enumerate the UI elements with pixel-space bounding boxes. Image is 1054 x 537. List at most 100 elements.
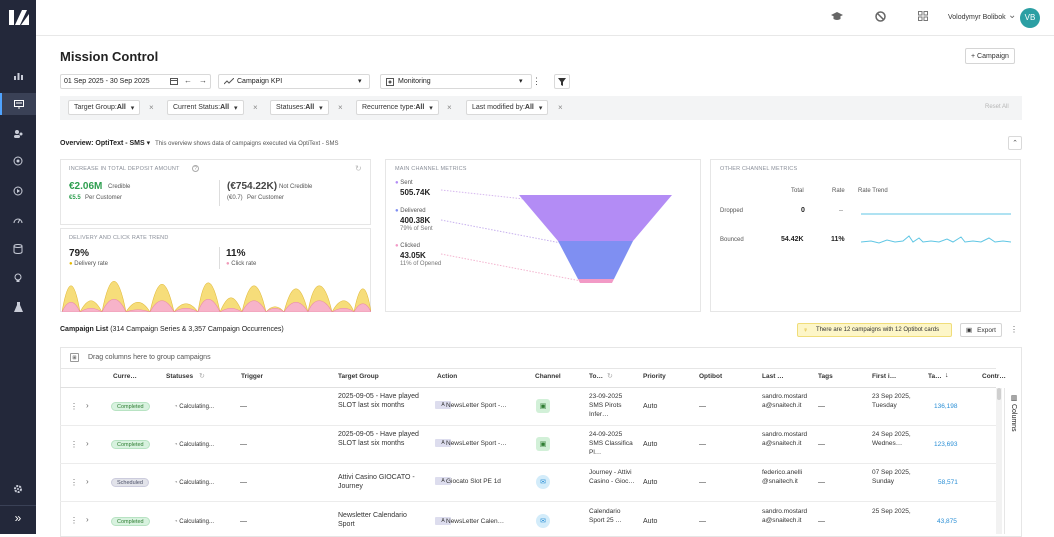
reset-all-link[interactable]: Reset All: [985, 104, 1009, 110]
col-control[interactable]: Contr…: [982, 373, 1006, 380]
refresh-icon[interactable]: ↻: [607, 373, 613, 380]
other-channel-metrics-card: OTHER CHANNEL METRICS Total Rate Rate Tr…: [710, 159, 1021, 312]
target-count-link[interactable]: 123,693: [934, 441, 958, 448]
target-count-link[interactable]: 58,571: [938, 479, 958, 486]
col-to[interactable]: To…: [589, 373, 603, 380]
expand-row-icon[interactable]: ›: [86, 401, 89, 410]
tags-cell: —: [818, 403, 825, 410]
chevron-down-icon[interactable]: ▾: [146, 140, 151, 147]
top-bar: Volodymyr Bolibok ⌄: [36, 0, 1054, 36]
col-tags[interactable]: Tags: [818, 373, 833, 380]
table-scrollbar[interactable]: [996, 388, 1002, 534]
col-target[interactable]: Ta…: [928, 373, 942, 380]
bounced-rate: 11%: [831, 236, 845, 243]
action-cell[interactable]: NewsLetter Sport -…: [446, 402, 507, 409]
overview-channel-select[interactable]: OptiText - SMS: [95, 140, 145, 147]
nav-analytics-icon[interactable]: [0, 65, 36, 87]
block-icon[interactable]: [873, 11, 887, 25]
table-row[interactable]: ⋮ › Scheduled ◔ Calculating... — Attivi …: [60, 464, 996, 502]
col-target-group[interactable]: Target Group: [338, 373, 379, 380]
action-cell[interactable]: NewsLetter Calen…: [446, 518, 505, 525]
filter-current-status[interactable]: Current Status: All ▾: [167, 100, 244, 115]
graduation-cap-icon[interactable]: [830, 11, 844, 25]
nav-campaign-icon[interactable]: [0, 93, 36, 115]
columns-panel-toggle[interactable]: ▥ Columns: [1004, 388, 1022, 534]
row-menu-icon[interactable]: ⋮: [70, 402, 78, 411]
expand-row-icon[interactable]: ›: [86, 477, 89, 486]
expand-row-icon[interactable]: ›: [86, 439, 89, 448]
clear-recurrence-type-icon[interactable]: ×: [447, 103, 452, 112]
scrollbar-thumb[interactable]: [997, 388, 1001, 400]
not-credible-label: Not Credible: [279, 184, 313, 190]
view-select[interactable]: Monitoring ▾: [380, 74, 532, 89]
table-row[interactable]: ⋮ › Completed ◔ Calculating... — 2025-09…: [60, 426, 996, 464]
col-last-modified[interactable]: Last …: [762, 373, 784, 380]
add-campaign-button[interactable]: + Campaign: [965, 48, 1015, 64]
table-row[interactable]: ⋮ › Completed ◔ Calculating... — Newslet…: [60, 502, 996, 532]
target-group-cell[interactable]: Attivi Casino GIOCATO - Journey: [338, 474, 415, 490]
refresh-icon[interactable]: ↻: [199, 373, 205, 380]
calendar-icon[interactable]: [170, 77, 178, 87]
clear-target-group-icon[interactable]: ×: [149, 103, 154, 112]
target-group-cell[interactable]: 2025-09-05 - Have played SLOT last six m…: [338, 393, 419, 409]
sort-desc-icon[interactable]: ↓: [945, 372, 949, 379]
clear-current-status-icon[interactable]: ×: [253, 103, 258, 112]
collapse-overview-icon[interactable]: ⌃: [1008, 136, 1022, 150]
action-cell[interactable]: Giocato Slot PE 1d: [446, 478, 501, 485]
bounced-total: 54.42K: [781, 236, 804, 243]
nav-flask-icon[interactable]: [0, 296, 36, 318]
filter-funnel-icon[interactable]: [554, 74, 570, 89]
nav-play-icon[interactable]: [0, 180, 36, 202]
click-rate-area: [62, 298, 371, 312]
optibot-cell: —: [699, 518, 706, 525]
filter-statuses[interactable]: Statuses: All ▾: [270, 100, 329, 115]
next-period-icon[interactable]: →: [199, 76, 207, 85]
funnel-sent: [519, 195, 672, 241]
nav-users-icon[interactable]: [0, 122, 36, 144]
refresh-icon[interactable]: ↻: [355, 164, 362, 173]
nav-settings-gear-icon[interactable]: [0, 478, 36, 500]
user-menu-chevron-icon[interactable]: ⌄: [1008, 10, 1017, 21]
target-group-cell[interactable]: Newsletter Calendario Sport: [338, 512, 407, 528]
user-name[interactable]: Volodymyr Bolibok: [948, 14, 1006, 21]
export-button[interactable]: ▣ Export: [960, 323, 1002, 337]
more-options-icon[interactable]: ⋮: [532, 76, 541, 86]
col-trigger[interactable]: Trigger: [241, 373, 264, 380]
col-optibot[interactable]: Optibot: [699, 373, 723, 380]
date-range-picker[interactable]: 01 Sep 2025 - 30 Sep 2025 ← →: [60, 74, 211, 89]
filter-recurrence-type[interactable]: Recurrence type: All ▾: [356, 100, 439, 115]
expand-row-icon[interactable]: ›: [86, 515, 89, 524]
col-first-instance[interactable]: First i…: [872, 373, 897, 380]
info-icon[interactable]: ?: [192, 165, 199, 172]
table-row[interactable]: ⋮ › Completed ◔ Calculating... — 2025-09…: [60, 388, 996, 426]
nav-bulb-icon[interactable]: [0, 267, 36, 289]
optibot-notice[interactable]: ♀ There are 12 campaigns with 12 Optibot…: [797, 323, 952, 337]
nav-target-icon[interactable]: [0, 150, 36, 172]
target-count-link[interactable]: 43,875: [937, 518, 957, 525]
expand-sidebar-icon[interactable]: »: [14, 511, 22, 525]
row-menu-icon[interactable]: ⋮: [70, 440, 78, 449]
target-count-link[interactable]: 136,198: [934, 403, 958, 410]
apps-grid-icon[interactable]: [916, 11, 930, 25]
row-menu-icon[interactable]: ⋮: [70, 516, 78, 525]
action-cell[interactable]: NewsLetter Sport -…: [446, 440, 507, 447]
row-menu-icon[interactable]: ⋮: [70, 478, 78, 487]
clear-last-modified-by-icon[interactable]: ×: [558, 103, 563, 112]
filter-target-group[interactable]: Target Group: All ▾: [68, 100, 141, 115]
col-action[interactable]: Action: [437, 373, 458, 380]
prev-period-icon[interactable]: ←: [184, 76, 192, 85]
col-statuses[interactable]: Statuses: [166, 373, 194, 380]
filter-last-modified-by[interactable]: Last modified by: All ▾: [466, 100, 549, 115]
target-group-cell[interactable]: 2025-09-05 - Have played SLOT last six m…: [338, 431, 419, 447]
avatar[interactable]: VB: [1020, 8, 1040, 28]
nav-database-icon[interactable]: [0, 238, 36, 260]
col-priority[interactable]: Priority: [643, 373, 666, 380]
list-more-options-icon[interactable]: ⋮: [1010, 325, 1018, 334]
nav-gauge-icon[interactable]: [0, 209, 36, 231]
clear-statuses-icon[interactable]: ×: [338, 103, 343, 112]
kpi-select[interactable]: Campaign KPI ▾: [218, 74, 370, 89]
col-current-status[interactable]: Curre…: [113, 373, 137, 380]
logo-icon[interactable]: [9, 10, 29, 25]
col-channel[interactable]: Channel: [535, 373, 561, 380]
page-title: Mission Control: [60, 49, 159, 64]
